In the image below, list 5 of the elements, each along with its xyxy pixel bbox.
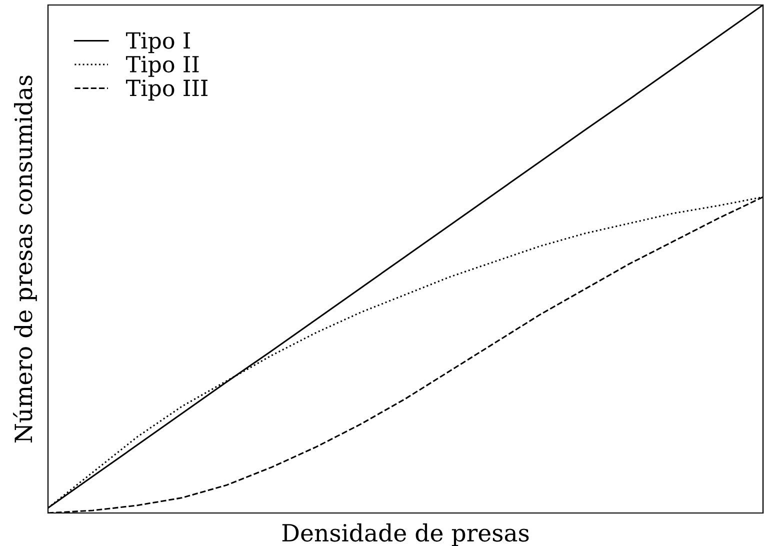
legend-label: Tipo II	[126, 56, 199, 77]
x-axis-title: Densidade de presas	[282, 523, 529, 546]
legend-label: Tipo III	[126, 80, 208, 101]
legend-label: Tipo I	[126, 32, 190, 54]
y-axis-title: Número de presas consumidas	[13, 76, 37, 442]
